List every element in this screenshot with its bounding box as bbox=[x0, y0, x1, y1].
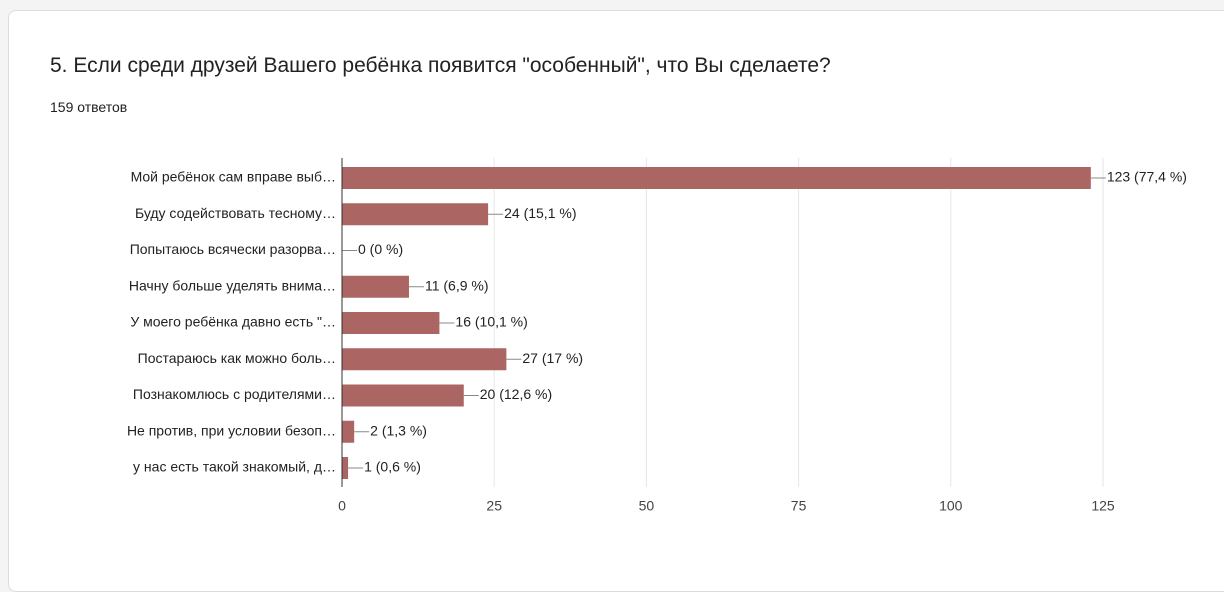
bar bbox=[342, 167, 1091, 189]
category-label: Познакомлюсь с родителями… bbox=[133, 386, 336, 402]
value-label: 20 (12,6 %) bbox=[480, 386, 552, 402]
value-label: 16 (10,1 %) bbox=[455, 314, 527, 330]
bar bbox=[342, 203, 489, 226]
category-label: У моего ребёнка давно есть "… bbox=[130, 314, 336, 330]
value-label: 0 (0 %) bbox=[358, 241, 403, 257]
bar bbox=[342, 420, 355, 443]
card bbox=[8, 10, 1224, 592]
category-label: Начну больше уделять внима… bbox=[129, 277, 336, 293]
response-count: 159 ответов bbox=[50, 99, 127, 115]
x-tick-label: 75 bbox=[791, 498, 807, 514]
x-tick-label: 100 bbox=[939, 498, 963, 514]
bar bbox=[342, 348, 507, 371]
bar bbox=[342, 457, 349, 479]
value-label: 2 (1,3 %) bbox=[370, 422, 427, 438]
chart: 5. Если среди друзей Вашего ребёнка появ… bbox=[50, 54, 1187, 514]
value-label: 1 (0,6 %) bbox=[364, 459, 421, 475]
category-label: Не против, при условии безоп… bbox=[127, 422, 336, 438]
bar bbox=[342, 312, 440, 334]
x-tick-label: 125 bbox=[1091, 498, 1115, 514]
value-label: 123 (77,4 %) bbox=[1107, 169, 1187, 185]
category-label: Постараюсь как можно боль… bbox=[138, 350, 336, 366]
x-tick-label: 25 bbox=[486, 498, 502, 514]
category-label: Попытаюсь всячески разорва… bbox=[130, 241, 336, 257]
category-label: Буду содействовать тесному… bbox=[135, 205, 336, 221]
category-label: у нас есть такой знакомый, д… bbox=[133, 459, 336, 475]
bar bbox=[342, 275, 409, 298]
value-label: 24 (15,1 %) bbox=[504, 205, 576, 221]
page: {"chart_data": {"type": "bar", "orientat… bbox=[8, 10, 1224, 592]
value-label: 11 (6,9 %) bbox=[425, 277, 489, 293]
bar bbox=[342, 384, 464, 407]
chart-title: 5. Если среди друзей Вашего ребёнка появ… bbox=[50, 54, 831, 77]
x-tick-label: 50 bbox=[639, 498, 655, 514]
category-label: Мой ребёнок сам вправе выб… bbox=[131, 169, 336, 185]
x-tick-label: 0 bbox=[338, 498, 346, 514]
value-label: 27 (17 %) bbox=[522, 350, 583, 366]
